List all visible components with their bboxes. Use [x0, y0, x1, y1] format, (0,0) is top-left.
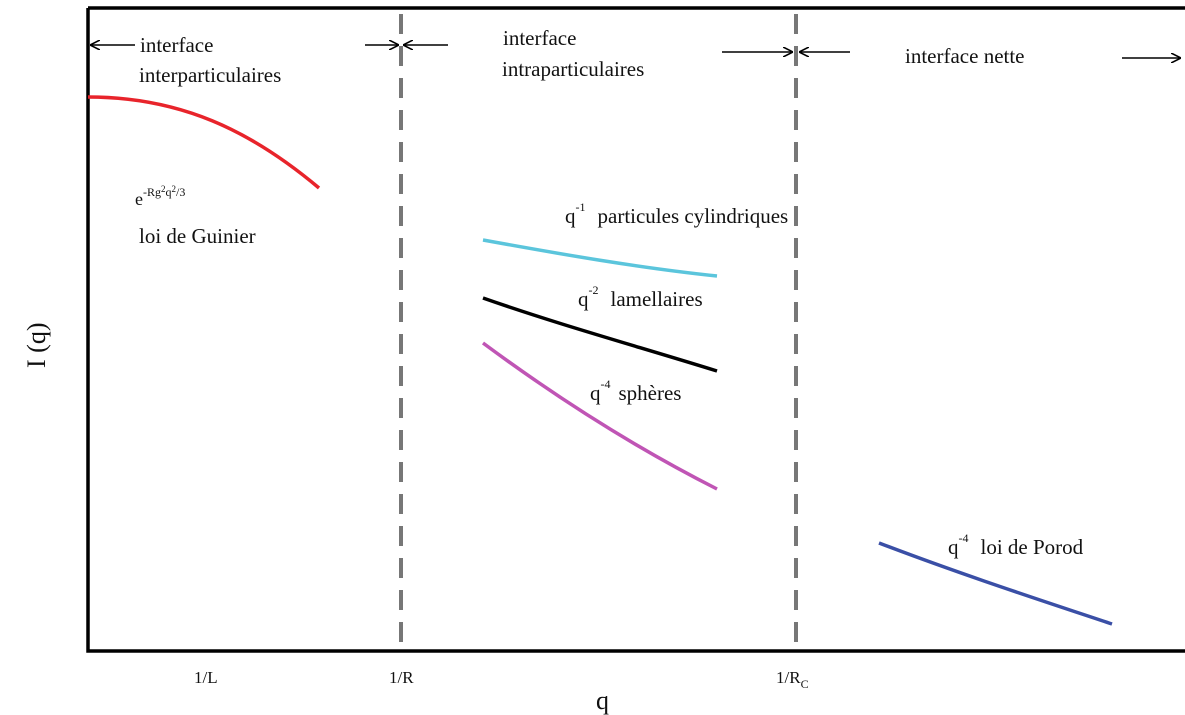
cylindrical-curve [482, 238, 718, 278]
porod-curve [878, 541, 1113, 626]
cylindrical-label: q-1 particules cylindriques [565, 200, 788, 228]
spheres-label: q-4 sphères [590, 377, 681, 405]
x-axis-title: q [596, 686, 609, 715]
lamellar-label: q-2 lamellaires [578, 283, 703, 311]
region-right-line1: interface nette [905, 44, 1025, 68]
lamellar-curve [482, 296, 718, 373]
spheres-curve [481, 341, 718, 491]
region-left-line2: interparticulaires [139, 63, 281, 87]
tick-1-over-R: 1/R [389, 668, 414, 687]
y-axis-title: I (q) [22, 323, 51, 368]
guinier-label: loi de Guinier [139, 224, 256, 248]
region-middle-line2: intraparticulaires [502, 57, 644, 81]
tick-1-over-Rc: 1/RC [776, 668, 809, 691]
guinier-curve [87, 95, 321, 190]
tick-1-over-L: 1/L [194, 668, 218, 687]
region-left-line1: interface [140, 33, 213, 57]
arrow-icon [91, 45, 1180, 58]
porod-label: q-4 loi de Porod [948, 531, 1084, 559]
plot-frame [86, 6, 1185, 653]
guinier-formula: e-Rg2q2/3 [135, 184, 185, 209]
region-middle-line1: interface [503, 26, 576, 50]
